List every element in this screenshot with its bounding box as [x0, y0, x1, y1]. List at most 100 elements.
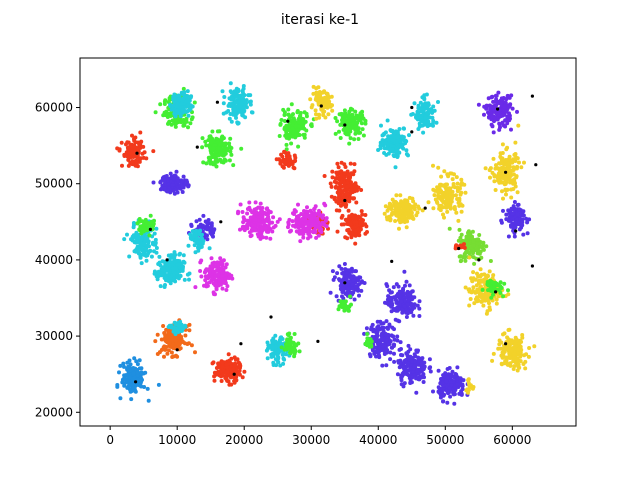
data-point	[467, 287, 472, 292]
data-point	[422, 97, 427, 102]
data-point	[387, 146, 392, 151]
data-point	[388, 297, 393, 302]
data-point	[316, 224, 321, 229]
cluster-3	[220, 81, 255, 126]
data-point	[427, 366, 432, 371]
data-point	[361, 133, 366, 138]
data-point	[115, 146, 120, 151]
data-point	[493, 188, 498, 192]
data-point	[459, 209, 464, 214]
data-point	[414, 115, 418, 119]
data-point	[488, 259, 493, 263]
data-point	[151, 149, 156, 154]
data-point	[139, 236, 144, 240]
data-point	[196, 245, 201, 250]
data-point	[407, 133, 411, 138]
data-point	[289, 141, 294, 146]
data-point	[407, 283, 412, 288]
data-point	[312, 207, 317, 212]
data-point	[410, 215, 415, 220]
data-point	[376, 342, 381, 347]
data-point	[432, 193, 437, 198]
data-point	[134, 230, 139, 235]
data-point	[408, 205, 413, 210]
data-point	[524, 216, 529, 221]
data-point	[149, 254, 154, 259]
data-point	[172, 255, 177, 260]
data-point	[186, 184, 191, 189]
data-point	[181, 174, 186, 179]
data-point	[141, 220, 146, 225]
data-point	[330, 269, 335, 274]
data-point	[203, 268, 208, 273]
data-point	[266, 209, 271, 214]
data-point	[337, 129, 341, 134]
data-point	[175, 190, 180, 195]
data-point	[469, 290, 474, 295]
data-point	[467, 235, 471, 240]
data-point	[156, 273, 160, 278]
data-point	[302, 135, 307, 140]
cluster-25	[135, 213, 156, 238]
data-point	[221, 101, 226, 106]
data-point	[431, 104, 436, 109]
data-point	[449, 383, 454, 388]
data-point	[171, 269, 176, 274]
data-point	[172, 173, 177, 178]
data-point	[341, 202, 346, 207]
data-point	[486, 110, 490, 115]
data-point	[471, 285, 476, 290]
data-point	[464, 237, 469, 242]
cluster-28	[193, 256, 235, 297]
data-point	[199, 274, 204, 279]
data-point	[427, 357, 432, 362]
data-point	[440, 386, 445, 391]
data-point	[412, 352, 417, 357]
data-point	[133, 158, 138, 163]
data-point	[259, 226, 264, 231]
data-point	[382, 131, 387, 136]
data-point	[240, 210, 245, 214]
data-point	[445, 367, 450, 371]
data-point	[517, 227, 522, 232]
data-point	[506, 234, 511, 239]
cluster-27	[152, 250, 192, 289]
data-point	[205, 221, 210, 226]
data-point	[347, 214, 352, 219]
data-point	[339, 169, 344, 174]
data-point	[365, 336, 370, 341]
data-point	[208, 146, 213, 151]
data-point	[170, 337, 175, 342]
data-point	[393, 297, 398, 302]
data-point	[316, 233, 321, 238]
data-point	[342, 188, 347, 193]
data-point	[244, 218, 249, 223]
data-point	[320, 96, 325, 101]
data-point	[442, 392, 447, 397]
data-point	[286, 163, 291, 168]
data-point	[330, 108, 335, 113]
data-point	[236, 211, 240, 216]
data-point	[268, 236, 273, 241]
data-point	[346, 208, 351, 213]
data-point	[204, 161, 209, 166]
data-point	[457, 227, 462, 232]
data-point	[515, 109, 519, 114]
data-point	[301, 124, 305, 129]
data-point	[176, 93, 181, 98]
data-point	[334, 170, 339, 175]
data-point	[133, 239, 137, 244]
data-point	[305, 209, 310, 214]
data-point	[277, 134, 282, 138]
cluster-4	[277, 102, 316, 152]
data-point	[512, 234, 517, 239]
data-point	[402, 126, 406, 131]
data-point	[277, 217, 282, 222]
data-point	[342, 308, 347, 313]
data-point	[353, 109, 358, 114]
data-point	[137, 142, 142, 147]
data-point	[177, 333, 182, 338]
data-point	[498, 114, 503, 119]
data-point	[382, 141, 387, 146]
data-point	[451, 184, 456, 189]
